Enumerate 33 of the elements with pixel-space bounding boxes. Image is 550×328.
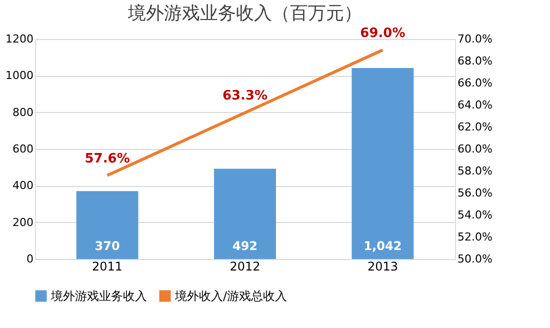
bar [76,191,138,259]
y2-tick-label: 70.0% [458,32,492,46]
y2-tick-label: 56.0% [458,186,492,200]
y2-tick-label: 60.0% [458,142,492,156]
data-label: 370 [94,239,120,253]
y2-tick-label: 66.0% [458,76,492,90]
legend-label: 境外收入/游戏总收入 [174,289,288,303]
y2-tick-label: 68.0% [458,54,492,68]
y-tick-label: 1000 [6,69,34,82]
y2-tick-label: 64.0% [458,98,492,112]
y-tick-label: 600 [12,142,34,156]
y2-tick-label: 62.0% [458,120,492,134]
y-tick-label: 200 [12,216,34,229]
x-tick-label: 2012 [230,260,260,274]
data-label: 57.6% [84,151,130,166]
data-label: 63.3% [222,88,268,104]
legend-label: 境外游戏业务收入 [50,289,147,303]
bar [352,68,414,259]
y2-tick-label: 50.0% [458,252,492,266]
y-tick-label: 1200 [6,32,34,46]
data-label: 1,042 [364,239,402,253]
x-tick-label: 2013 [367,260,398,274]
x-tick-label: 2011 [92,260,123,274]
y-tick-label: 0 [26,252,34,266]
data-label: 69.0% [360,26,406,41]
y2-tick-label: 54.0% [458,208,492,222]
y2-tick-label: 58.0% [458,164,492,178]
bar [214,168,276,259]
y-tick-label: 800 [12,106,34,119]
chart-title: 境外游戏业务收入（百万元） [127,3,362,24]
data-label: 492 [232,239,258,253]
y-tick-label: 400 [12,179,34,192]
y2-tick-label: 52.0% [458,230,492,244]
